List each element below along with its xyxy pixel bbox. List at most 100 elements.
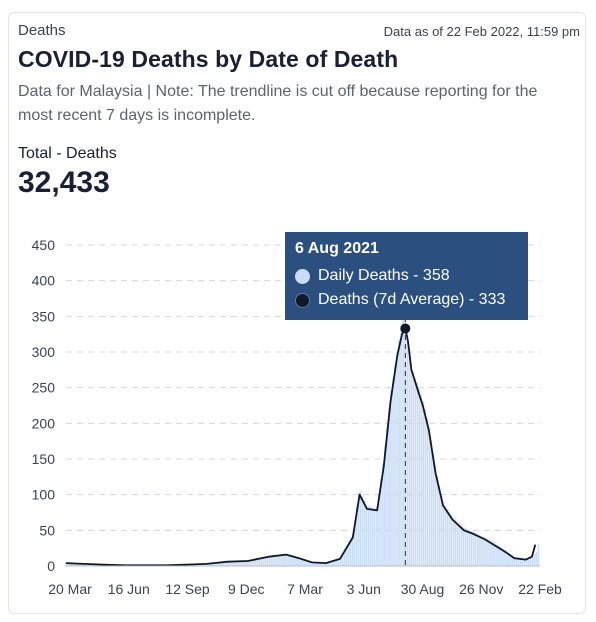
- daily-deaths-bar: [210, 562, 213, 566]
- section-kicker: Deaths: [18, 22, 66, 39]
- daily-deaths-bar: [384, 446, 386, 566]
- daily-deaths-bar: [533, 553, 536, 566]
- daily-deaths-bar: [493, 541, 495, 566]
- daily-deaths-bar: [527, 557, 530, 566]
- daily-deaths-bar: [470, 531, 473, 566]
- daily-deaths-bar: [75, 563, 77, 566]
- daily-deaths-bar: [273, 555, 275, 566]
- daily-deaths-bar: [218, 562, 221, 566]
- daily-deaths-bar: [468, 529, 471, 566]
- daily-deaths-bar: [495, 543, 497, 566]
- daily-deaths-bar: [531, 555, 534, 566]
- daily-deaths-bar: [424, 409, 427, 566]
- daily-deaths-bar: [212, 562, 215, 566]
- daily-deaths-bar: [438, 485, 441, 566]
- daily-deaths-bar: [513, 557, 516, 566]
- daily-deaths-bar: [269, 555, 271, 566]
- daily-deaths-bar: [418, 388, 421, 566]
- daily-deaths-bar: [479, 535, 481, 566]
- daily-deaths-bar: [355, 506, 358, 566]
- daily-deaths-bar: [386, 426, 388, 566]
- y-tick-label: 250: [32, 380, 56, 396]
- daily-deaths-bar: [303, 559, 305, 566]
- daily-deaths-bar: [220, 562, 223, 566]
- daily-deaths-bar: [511, 555, 513, 566]
- daily-deaths-bar: [509, 554, 511, 566]
- daily-deaths-bar: [331, 560, 334, 566]
- daily-deaths-bar: [367, 506, 370, 566]
- average-line: [65, 327, 537, 567]
- daily-deaths-bar: [311, 561, 314, 566]
- daily-deaths-bar: [473, 532, 475, 566]
- daily-deaths-bar: [448, 511, 451, 566]
- daily-deaths-bar: [372, 507, 374, 566]
- daily-deaths-bar: [436, 475, 439, 566]
- daily-deaths-bar: [370, 506, 372, 566]
- daily-deaths-bar: [501, 548, 503, 566]
- daily-deaths-bar: [232, 561, 235, 566]
- daily-deaths-bar: [305, 559, 307, 566]
- daily-deaths-bar: [214, 562, 217, 566]
- daily-deaths-bars: [65, 310, 540, 566]
- daily-deaths-bar: [464, 527, 467, 566]
- y-tick-label: 150: [32, 451, 56, 467]
- daily-deaths-bar: [365, 505, 368, 566]
- daily-deaths-bar: [230, 561, 233, 566]
- daily-deaths-bar: [503, 549, 505, 566]
- daily-deaths-bar: [426, 417, 429, 566]
- daily-deaths-bar: [517, 557, 520, 566]
- chart-tooltip: 6 Aug 2021 Daily Deaths - 358 Deaths (7d…: [285, 232, 528, 320]
- daily-deaths-bar: [442, 502, 445, 566]
- highlight-group: [400, 245, 411, 566]
- x-tick-label: 26 Nov: [459, 581, 503, 597]
- daily-deaths-bar: [525, 558, 528, 566]
- daily-deaths-bar: [89, 564, 91, 566]
- daily-deaths-bar: [337, 557, 340, 566]
- daily-deaths-bar: [301, 558, 303, 566]
- data-timestamp: Data as of 22 Feb 2022, 11:59 pm: [383, 24, 580, 39]
- daily-deaths-bar: [396, 352, 398, 566]
- daily-deaths-bar: [87, 564, 89, 566]
- x-axis-ticks: 20 Mar 16 Jun 12 Sep 9 Dec 7 Mar 3 Jun 30 Aug 2…: [48, 581, 562, 597]
- daily-deaths-bar: [69, 562, 71, 566]
- daily-deaths-bar: [390, 390, 392, 566]
- daily-deaths-bar: [319, 562, 322, 566]
- daily-deaths-bar: [475, 533, 477, 566]
- daily-deaths-bar: [408, 349, 410, 566]
- daily-deaths-bar: [315, 562, 318, 566]
- daily-deaths-bar: [412, 372, 415, 566]
- daily-deaths-bar: [400, 327, 402, 566]
- daily-deaths-bar: [275, 555, 277, 566]
- daily-deaths-bar: [73, 563, 75, 566]
- daily-deaths-bar: [458, 522, 461, 566]
- daily-deaths-bar: [487, 538, 489, 566]
- daily-deaths-bar: [483, 537, 485, 566]
- daily-deaths-bar: [505, 551, 507, 566]
- daily-deaths-bar: [77, 563, 79, 566]
- daily-deaths-bar: [485, 538, 487, 566]
- tooltip-date: 6 Aug 2021: [295, 240, 379, 257]
- daily-deaths-bar: [291, 555, 293, 566]
- daily-deaths-bar: [236, 561, 239, 566]
- daily-deaths-bar: [289, 554, 291, 566]
- x-tick-label: 12 Sep: [165, 581, 210, 597]
- daily-deaths-bar: [327, 562, 330, 566]
- x-tick-label: 22 Feb: [518, 581, 562, 597]
- daily-deaths-bar: [254, 558, 257, 566]
- daily-deaths-bar: [85, 563, 87, 566]
- daily-deaths-bar: [317, 562, 320, 566]
- daily-deaths-bar: [497, 544, 499, 566]
- daily-deaths-bar: [216, 562, 219, 566]
- daily-deaths-bar: [299, 557, 301, 566]
- daily-deaths-bar: [388, 407, 390, 566]
- daily-deaths-bar: [309, 561, 312, 566]
- daily-deaths-bar: [374, 508, 376, 566]
- daily-deaths-bar: [83, 563, 85, 566]
- daily-deaths-bar: [79, 563, 81, 566]
- daily-deaths-bar: [256, 558, 259, 566]
- daily-deaths-bar: [416, 382, 419, 566]
- daily-deaths-bar: [244, 560, 247, 566]
- daily-deaths-bar: [240, 560, 243, 566]
- chart-subtitle: Data for Malaysia | Note: The trendline …: [18, 83, 538, 124]
- daily-deaths-bar: [450, 515, 453, 566]
